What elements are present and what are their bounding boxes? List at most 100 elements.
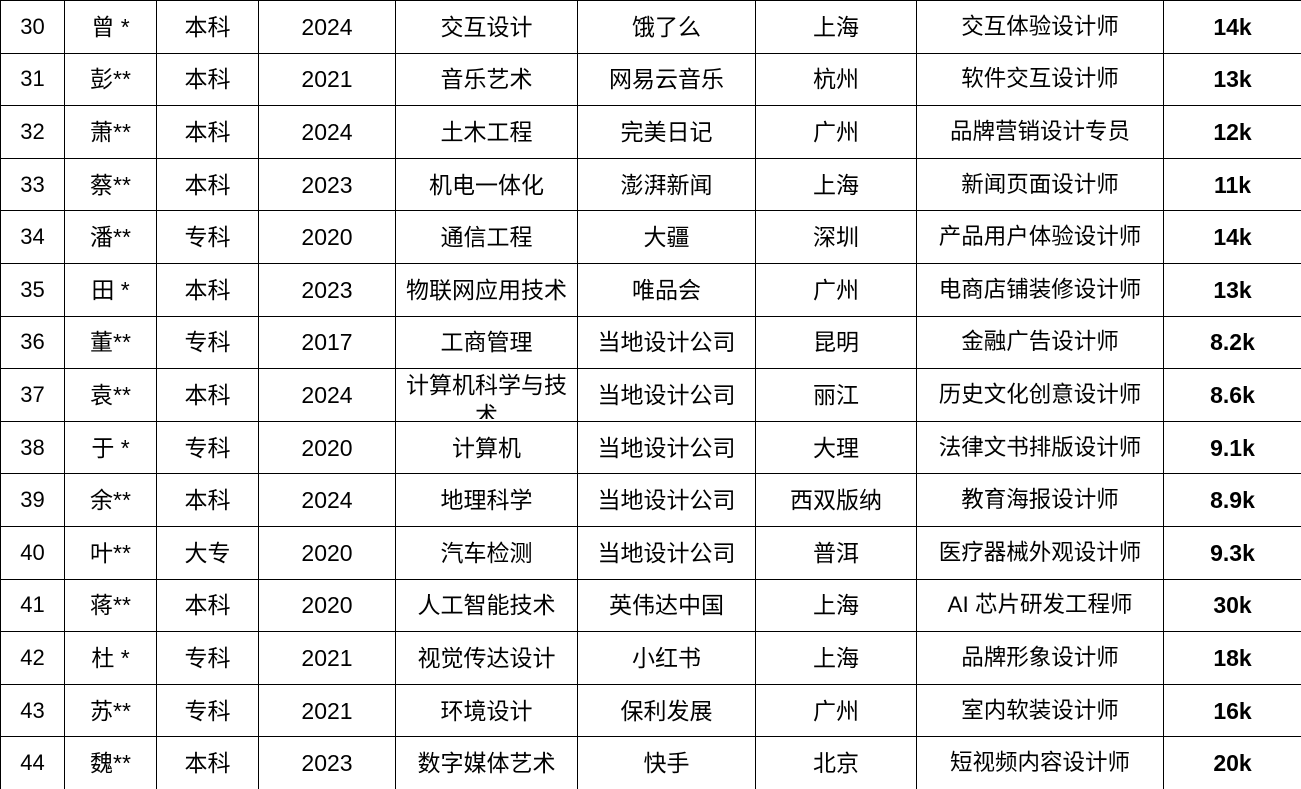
cell-education[interactable]: 专科 <box>156 420 259 475</box>
cell-city[interactable]: 上海 <box>755 631 917 685</box>
cell-position[interactable]: 短视频内容设计师 <box>916 736 1164 789</box>
cell-year[interactable]: 2024 <box>258 473 396 527</box>
cell-year[interactable]: 2023 <box>258 736 396 789</box>
cell-name[interactable]: 彭** <box>64 52 157 107</box>
cell-city[interactable]: 广州 <box>755 105 917 159</box>
cell-index[interactable]: 43 <box>0 683 65 738</box>
cell-city[interactable]: 昆明 <box>755 315 917 370</box>
cell-major[interactable]: 土木工程 <box>395 105 578 159</box>
cell-year[interactable]: 2020 <box>258 210 396 264</box>
cell-major[interactable]: 地理科学 <box>395 473 578 527</box>
cell-name[interactable]: 叶** <box>64 525 157 580</box>
cell-city[interactable]: 西双版纳 <box>755 473 917 527</box>
table-row[interactable]: 35 田 * 本科 2023 物联网应用技术 唯品会 广州 电商店铺装修设计师 13k <box>0 262 1301 317</box>
cell-index[interactable]: 41 <box>0 578 65 633</box>
cell-education[interactable]: 本科 <box>156 52 259 107</box>
cell-position[interactable]: AI 芯片研发工程师 <box>916 578 1164 633</box>
cell-year[interactable]: 2024 <box>258 0 396 54</box>
cell-index[interactable]: 34 <box>0 210 65 264</box>
cell-salary[interactable]: 14k <box>1163 0 1301 54</box>
cell-year[interactable]: 2021 <box>258 52 396 107</box>
cell-education[interactable]: 本科 <box>156 262 259 317</box>
cell-company[interactable]: 保利发展 <box>577 683 756 738</box>
cell-education[interactable]: 专科 <box>156 210 259 264</box>
cell-major[interactable]: 计算机 <box>395 420 578 475</box>
cell-salary[interactable]: 8.9k <box>1163 473 1301 527</box>
cell-city[interactable]: 丽江 <box>755 368 917 422</box>
cell-salary[interactable]: 20k <box>1163 736 1301 789</box>
cell-name[interactable]: 潘** <box>64 210 157 264</box>
cell-name[interactable]: 董** <box>64 315 157 370</box>
cell-city[interactable]: 北京 <box>755 736 917 789</box>
table-row[interactable]: 36 董** 专科 2017 工商管理 当地设计公司 昆明 金融广告设计师 8.2k <box>0 315 1301 370</box>
table-row[interactable]: 33 蔡** 本科 2023 机电一体化 澎湃新闻 上海 新闻页面设计师 11k <box>0 157 1301 212</box>
table-row[interactable]: 37 袁** 本科 2024 计算机科学与技术 当地设计公司 丽江 历史文化创意设计师 8.6k <box>0 368 1301 422</box>
cell-salary[interactable]: 18k <box>1163 631 1301 685</box>
cell-city[interactable]: 上海 <box>755 157 917 212</box>
cell-major[interactable]: 数字媒体艺术 <box>395 736 578 789</box>
cell-company[interactable]: 当地设计公司 <box>577 315 756 370</box>
cell-major[interactable]: 计算机科学与技术 <box>395 368 578 422</box>
cell-education[interactable]: 本科 <box>156 157 259 212</box>
cell-education[interactable]: 本科 <box>156 0 259 54</box>
cell-position[interactable]: 品牌形象设计师 <box>916 631 1164 685</box>
cell-education[interactable]: 大专 <box>156 525 259 580</box>
cell-year[interactable]: 2017 <box>258 315 396 370</box>
cell-index[interactable]: 35 <box>0 262 65 317</box>
cell-salary[interactable]: 13k <box>1163 262 1301 317</box>
cell-company[interactable]: 快手 <box>577 736 756 789</box>
cell-position[interactable]: 软件交互设计师 <box>916 52 1164 107</box>
cell-company[interactable]: 当地设计公司 <box>577 473 756 527</box>
cell-city[interactable]: 广州 <box>755 683 917 738</box>
table-row[interactable]: 42 杜 * 专科 2021 视觉传达设计 小红书 上海 品牌形象设计师 18k <box>0 631 1301 685</box>
cell-company[interactable]: 小红书 <box>577 631 756 685</box>
cell-index[interactable]: 31 <box>0 52 65 107</box>
cell-index[interactable]: 42 <box>0 631 65 685</box>
cell-salary[interactable]: 12k <box>1163 105 1301 159</box>
cell-major[interactable]: 环境设计 <box>395 683 578 738</box>
cell-index[interactable]: 40 <box>0 525 65 580</box>
cell-city[interactable]: 广州 <box>755 262 917 317</box>
table-row[interactable]: 39 余** 本科 2024 地理科学 当地设计公司 西双版纳 教育海报设计师 8.9k <box>0 473 1301 527</box>
cell-education[interactable]: 专科 <box>156 683 259 738</box>
cell-index[interactable]: 33 <box>0 157 65 212</box>
cell-index[interactable]: 39 <box>0 473 65 527</box>
cell-company[interactable]: 完美日记 <box>577 105 756 159</box>
cell-major[interactable]: 视觉传达设计 <box>395 631 578 685</box>
cell-city[interactable]: 杭州 <box>755 52 917 107</box>
cell-company[interactable]: 当地设计公司 <box>577 525 756 580</box>
cell-city[interactable]: 上海 <box>755 578 917 633</box>
cell-year[interactable]: 2021 <box>258 683 396 738</box>
cell-position[interactable]: 产品用户体验设计师 <box>916 210 1164 264</box>
cell-position[interactable]: 新闻页面设计师 <box>916 157 1164 212</box>
table-row[interactable]: 38 于 * 专科 2020 计算机 当地设计公司 大理 法律文书排版设计师 9.1k <box>0 420 1301 475</box>
cell-name[interactable]: 萧** <box>64 105 157 159</box>
cell-index[interactable]: 37 <box>0 368 65 422</box>
cell-name[interactable]: 曾 * <box>64 0 157 54</box>
cell-name[interactable]: 田 * <box>64 262 157 317</box>
cell-index[interactable]: 30 <box>0 0 65 54</box>
cell-education[interactable]: 本科 <box>156 578 259 633</box>
cell-year[interactable]: 2023 <box>258 262 396 317</box>
cell-company[interactable]: 网易云音乐 <box>577 52 756 107</box>
cell-salary[interactable]: 14k <box>1163 210 1301 264</box>
cell-major[interactable]: 人工智能技术 <box>395 578 578 633</box>
cell-year[interactable]: 2021 <box>258 631 396 685</box>
cell-position[interactable]: 电商店铺装修设计师 <box>916 262 1164 317</box>
table-row[interactable]: 40 叶** 大专 2020 汽车检测 当地设计公司 普洱 医疗器械外观设计师 9.3k <box>0 525 1301 580</box>
cell-major[interactable]: 音乐艺术 <box>395 52 578 107</box>
cell-name[interactable]: 苏** <box>64 683 157 738</box>
cell-position[interactable]: 医疗器械外观设计师 <box>916 525 1164 580</box>
cell-position[interactable]: 教育海报设计师 <box>916 473 1164 527</box>
table-row[interactable]: 41 蒋** 本科 2020 人工智能技术 英伟达中国 上海 AI 芯片研发工程师 30k <box>0 578 1301 633</box>
cell-company[interactable]: 当地设计公司 <box>577 368 756 422</box>
cell-company[interactable]: 唯品会 <box>577 262 756 317</box>
cell-company[interactable]: 大疆 <box>577 210 756 264</box>
cell-salary[interactable]: 9.1k <box>1163 420 1301 475</box>
cell-company[interactable]: 澎湃新闻 <box>577 157 756 212</box>
cell-year[interactable]: 2024 <box>258 368 396 422</box>
cell-salary[interactable]: 11k <box>1163 157 1301 212</box>
cell-position[interactable]: 法律文书排版设计师 <box>916 420 1164 475</box>
cell-index[interactable]: 32 <box>0 105 65 159</box>
table-row[interactable]: 32 萧** 本科 2024 土木工程 完美日记 广州 品牌营销设计专员 12k <box>0 105 1301 159</box>
